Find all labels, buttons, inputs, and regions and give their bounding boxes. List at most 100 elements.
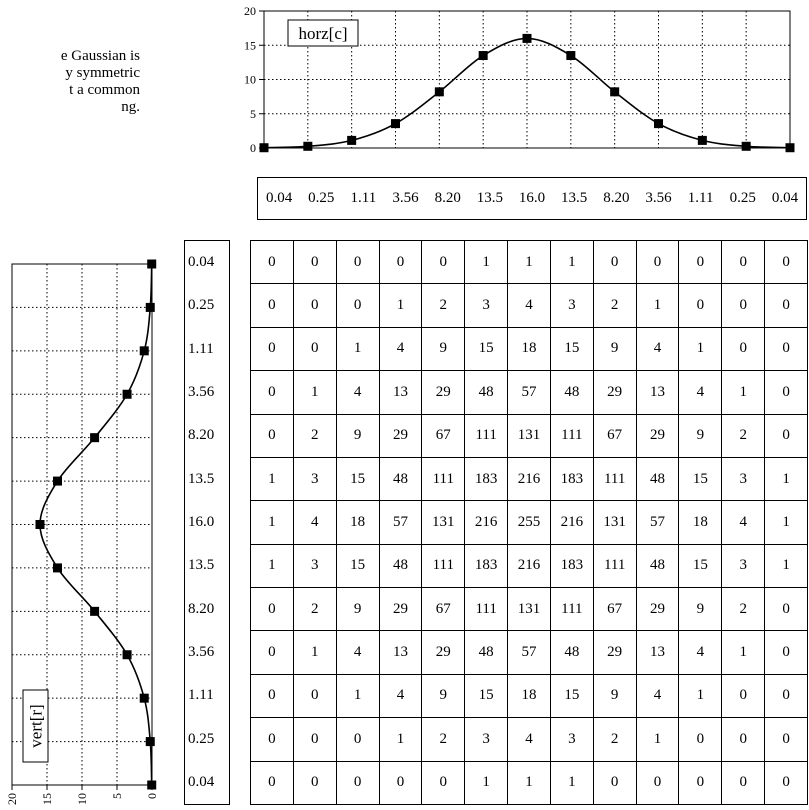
- kernel-cell: 0: [721, 239, 766, 285]
- kernel-cell: 0: [335, 717, 380, 762]
- kernel-cell: 1: [549, 760, 594, 805]
- kernel-cell: 2: [421, 283, 466, 328]
- kernel-cell: 1: [292, 370, 337, 415]
- kernel-cell: 111: [592, 456, 637, 502]
- data-point: [90, 606, 100, 616]
- kernel-cell: 183: [549, 456, 594, 502]
- caption-text: e Gaussian is y symmetric t a common ng.: [0, 48, 140, 116]
- kernel-cell: 255: [507, 500, 551, 545]
- kernel-cell: 29: [421, 370, 466, 415]
- kernel-cell: 4: [678, 630, 723, 675]
- kernel-cell: 0: [335, 760, 380, 805]
- kernel-cell: 4: [378, 673, 423, 719]
- kernel-cell: 1: [464, 239, 509, 285]
- vertical-weight: 1.11: [188, 340, 214, 357]
- kernel-cell: 9: [421, 326, 466, 372]
- kernel-cell: 13: [635, 630, 680, 675]
- x-tick-label: 0: [145, 793, 159, 799]
- kernel-cell: 0: [250, 630, 294, 675]
- kernel-cell: 0: [421, 760, 466, 805]
- vertical-weight: 0.04: [188, 254, 215, 271]
- data-point: [434, 87, 444, 97]
- kernel-cell: 0: [678, 239, 723, 285]
- data-point: [303, 141, 313, 151]
- caption-line: ng.: [121, 99, 140, 115]
- kernel-cell: 0: [764, 370, 808, 415]
- data-point: [391, 119, 400, 129]
- kernel-cell: 1: [335, 326, 380, 372]
- kernel-cell: 1: [464, 760, 509, 805]
- kernel-cell: 3: [721, 456, 766, 502]
- kernel-cell: 0: [592, 760, 637, 805]
- kernel-cell: 111: [421, 456, 466, 502]
- x-tick-label: 15: [40, 793, 54, 805]
- kernel-cell: 0: [250, 326, 294, 372]
- data-point: [139, 693, 149, 703]
- horizontal-weights-row: 0.04 0.25 1.11 3.56 8.20 13.5 16.0 13.5 8.20 3.56…: [257, 177, 807, 220]
- kernel-cell: 0: [678, 717, 723, 762]
- kernel-cell: 0: [635, 239, 680, 285]
- vertical-weight: 3.56: [188, 384, 215, 401]
- kernel-cell: 0: [335, 239, 380, 285]
- kernel-cell: 13: [635, 370, 680, 415]
- kernel-cell: 3: [549, 717, 594, 762]
- data-point: [741, 141, 751, 151]
- data-point: [347, 135, 357, 145]
- kernel-cell: 0: [292, 760, 337, 805]
- table-row: 1 3 15 48 111 183 216 183 111 48 15 3 1: [250, 456, 808, 502]
- kernel-cell: 4: [678, 370, 723, 415]
- caption-line: y symmetric: [65, 65, 140, 81]
- table-row: 1 4 18 57 131 216 255 216 131 57 18 4 1: [250, 500, 808, 545]
- kernel-cell: 0: [764, 717, 808, 762]
- data-point: [478, 51, 488, 61]
- data-point: [53, 563, 62, 573]
- table-row: 1 3 15 48 111 183 216 183 111 48 15 3 1: [250, 543, 808, 589]
- kernel-cell: 0: [764, 326, 808, 372]
- y-tick-label: 0: [250, 141, 256, 155]
- kernel-cell: 3: [464, 717, 509, 762]
- kernel-cell: 15: [464, 326, 509, 372]
- kernel-cell: 9: [335, 413, 380, 458]
- horizontal-weight: 8.20: [603, 190, 630, 206]
- horizontal-weight: 3.56: [392, 190, 419, 206]
- kernel-cell: 15: [678, 456, 723, 502]
- kernel-cell: 1: [635, 283, 680, 328]
- kernel-cell: 15: [549, 673, 594, 719]
- kernel-cell: 131: [592, 500, 637, 545]
- kernel-cell: 4: [378, 326, 423, 372]
- kernel-cell: 15: [549, 326, 594, 372]
- kernel-cell: 57: [378, 500, 423, 545]
- kernel-cell: 1: [335, 673, 380, 719]
- kernel-cell: 67: [421, 586, 466, 632]
- kernel-cell: 0: [250, 717, 294, 762]
- chart-title-box: [287, 19, 359, 47]
- kernel-cell: 1: [678, 326, 723, 372]
- x-tick-label: 5: [110, 793, 124, 799]
- kernel-cell: 4: [335, 630, 380, 675]
- kernel-cell: 0: [764, 413, 808, 458]
- kernel-cell: 1: [378, 283, 423, 328]
- kernel-cell: 111: [421, 543, 466, 589]
- kernel-cell: 0: [335, 283, 380, 328]
- kernel-cell: 9: [678, 413, 723, 458]
- kernel-cell: 15: [335, 456, 380, 502]
- data-point: [522, 33, 532, 43]
- data-point: [145, 737, 155, 747]
- y-tick-label: 5: [250, 107, 256, 121]
- kernel-cell: 29: [378, 413, 423, 458]
- kernel-cell: 2: [721, 586, 766, 632]
- kernel-cell: 0: [250, 283, 294, 328]
- kernel-cell: 29: [635, 413, 680, 458]
- caption-line: e Gaussian is: [60, 48, 140, 64]
- horizontal-weight: 1.11: [350, 190, 377, 206]
- kernel-cell: 1: [678, 673, 723, 719]
- kernel-cell: 9: [678, 586, 723, 632]
- kernel-cell: 13: [378, 630, 423, 675]
- kernel-cell: 0: [764, 239, 808, 285]
- kernel-cell: 0: [721, 326, 766, 372]
- kernel-cell: 0: [378, 760, 423, 805]
- vertical-weight: 13.5: [188, 557, 215, 574]
- kernel-cell: 3: [721, 543, 766, 589]
- kernel-cell: 1: [250, 456, 294, 502]
- kernel-cell: 1: [721, 370, 766, 415]
